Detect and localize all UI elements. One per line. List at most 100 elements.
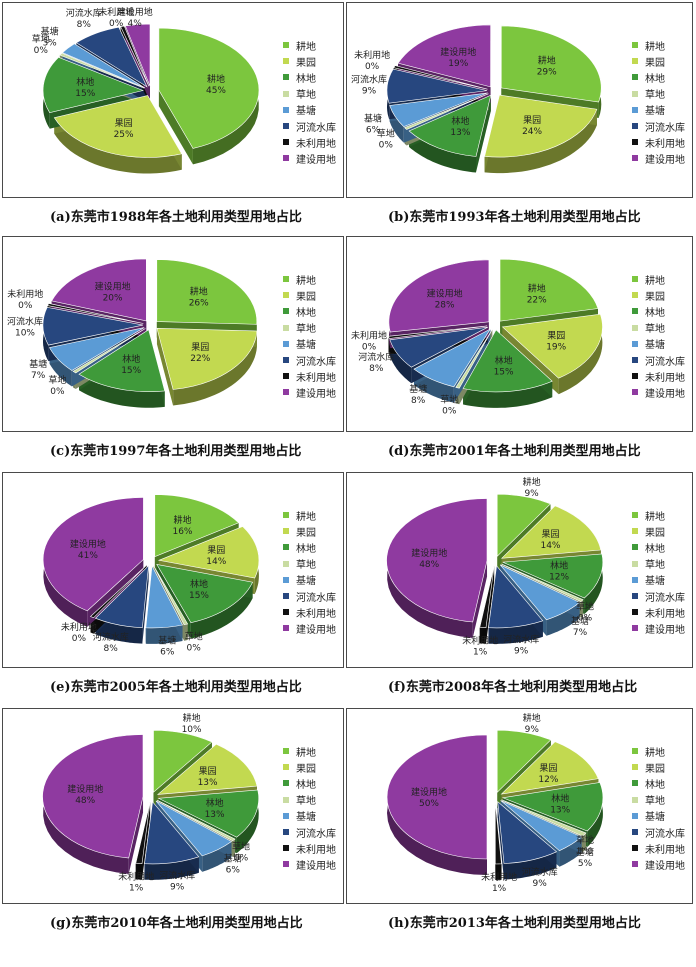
legend-item: 建设用地 xyxy=(283,150,336,166)
legend-item: 草地 xyxy=(283,792,336,808)
slice-value-果园: 14% xyxy=(206,557,226,567)
slice-value-果园: 14% xyxy=(540,541,560,551)
pie-slice-未利用地 xyxy=(120,25,150,87)
legend-item: 未利用地 xyxy=(632,840,685,856)
legend-swatch xyxy=(632,764,638,771)
legend-label: 未利用地 xyxy=(296,844,336,856)
legend-swatch xyxy=(632,829,638,836)
legend-label: 草地 xyxy=(645,560,665,572)
legend-item: 果园 xyxy=(632,523,685,539)
slice-label-林地: 林地 xyxy=(495,355,513,367)
chart-panel-2005: 耕地 16% 果园 14% 林地 15% 草地 0% 基塘 6% 河流水库 8% 未利用地 0% 建设用地 4… xyxy=(2,472,344,668)
slice-label-河流水库: 河流水库 xyxy=(159,869,195,881)
legend-label: 建设用地 xyxy=(645,860,685,872)
chart-panel-1997: 耕地 26% 果园 22% 林地 15% 草地 0% 基塘 7% 河流水库 10% 未利用地 0% 建设用地… xyxy=(2,236,344,432)
slice-label-耕地: 耕地 xyxy=(183,712,201,724)
slice-value-林地: 15% xyxy=(494,368,514,378)
legend-item: 建设用地 xyxy=(632,150,685,166)
legend-swatch xyxy=(283,123,289,130)
legend-swatch xyxy=(283,748,289,755)
legend-label: 基塘 xyxy=(645,812,665,824)
legend-swatch xyxy=(632,139,638,146)
legend-label: 基塘 xyxy=(296,812,316,824)
legend-label: 草地 xyxy=(645,796,665,808)
legend-swatch xyxy=(632,845,638,852)
slice-label-基塘: 基塘 xyxy=(364,112,382,124)
legend-label: 建设用地 xyxy=(645,624,685,636)
slice-label-耕地: 耕地 xyxy=(173,514,191,526)
legend-label: 果园 xyxy=(645,291,665,303)
legend-item: 河流水库 xyxy=(283,588,336,604)
legend-swatch xyxy=(283,106,289,113)
legend-label: 耕地 xyxy=(645,41,665,53)
slice-value-建设用地: 28% xyxy=(435,301,455,311)
pie-chart-2010: 耕地10%果园13%林地13%草地0%基塘6%河流水库9%未利用地1%建设用地4… xyxy=(42,712,259,893)
legend-item: 果园 xyxy=(283,53,336,69)
legend-swatch xyxy=(632,625,638,632)
slice-label-林地: 林地 xyxy=(550,560,568,572)
slice-label-林地: 林地 xyxy=(190,578,208,590)
pie-slice-果园 xyxy=(157,526,260,579)
slice-value-林地: 12% xyxy=(549,573,569,583)
pie-slice-河流水库 xyxy=(144,801,200,865)
legend-label: 果园 xyxy=(296,763,316,775)
slice-value-基塘: 7% xyxy=(31,371,46,381)
pie-chart-1997: 耕地26%果园22%林地15%草地0%基塘7%河流水库10%未利用地0%建设用地… xyxy=(7,258,258,408)
slice-value-基塘: 8% xyxy=(411,396,426,406)
legend-label: 林地 xyxy=(296,543,316,555)
slice-label-林地: 林地 xyxy=(551,792,569,804)
slice-label-基塘: 基塘 xyxy=(158,634,176,646)
legend-swatch xyxy=(632,276,638,283)
slice-label-河流水库: 河流水库 xyxy=(351,74,387,86)
slice-value-耕地: 16% xyxy=(172,527,192,537)
pie-slice-未利用地 xyxy=(393,65,488,90)
legend-label: 基塘 xyxy=(296,340,316,352)
legend-item: 果园 xyxy=(283,759,336,775)
pie-slice-未利用地 xyxy=(47,303,144,324)
pie-slice-草地 xyxy=(72,328,146,374)
slice-value-草地: 0% xyxy=(187,643,202,653)
slice-label-耕地: 耕地 xyxy=(523,476,541,488)
slice-label-基塘: 基塘 xyxy=(571,615,589,627)
slice-label-果园: 果园 xyxy=(191,342,209,353)
legend-item: 耕地 xyxy=(283,271,336,287)
legend-swatch xyxy=(283,308,289,315)
legend-swatch xyxy=(283,58,289,65)
legend-swatch xyxy=(283,139,289,146)
slice-label-果园: 果园 xyxy=(207,545,225,556)
chart-panel-2013: 耕地 9% 果园 12% 林地 13% 草地 1% 基塘 5% 河流水库 9% 未利用地 1% 建设用地 50… xyxy=(346,708,693,904)
legend-label: 河流水库 xyxy=(296,356,336,368)
pie-slice-草地 xyxy=(156,799,236,842)
legend: 耕地 果园 林地 草地 基塘 河流水库 未利用地 建设用地 xyxy=(283,271,336,401)
pie-slice-草地 xyxy=(404,93,489,130)
legend-swatch xyxy=(632,593,638,600)
legend-item: 河流水库 xyxy=(632,588,685,604)
slice-value-河流水库: 9% xyxy=(170,882,185,892)
pie-slice-耕地 xyxy=(500,25,602,103)
pie-slice-耕地 xyxy=(158,27,260,149)
legend-label: 河流水库 xyxy=(296,828,336,840)
legend-swatch xyxy=(283,42,289,49)
legend-item: 河流水库 xyxy=(283,118,336,134)
legend-label: 河流水库 xyxy=(645,592,685,604)
legend-item: 建设用地 xyxy=(632,620,685,636)
slice-label-未利用地: 未利用地 xyxy=(354,49,390,61)
legend-label: 未利用地 xyxy=(296,608,336,620)
legend-item: 林地 xyxy=(283,303,336,319)
pie-slice-建设用地 xyxy=(51,258,147,322)
legend-label: 草地 xyxy=(296,560,316,572)
legend-swatch xyxy=(632,74,638,81)
slice-label-草地: 草地 xyxy=(576,600,594,612)
chart-caption: (b)东莞市1993年各土地利用类型用地占比 xyxy=(388,210,641,225)
pie-slice-草地 xyxy=(59,52,145,89)
chart-caption: (e)东莞市2005年各土地利用类型用地占比 xyxy=(50,680,302,695)
slice-label-草地: 草地 xyxy=(48,374,66,386)
pie-slice-基塘 xyxy=(155,800,233,857)
slice-label-河流水库: 河流水库 xyxy=(503,633,539,645)
slice-label-河流水库: 河流水库 xyxy=(358,351,394,363)
slice-value-果园: 19% xyxy=(546,342,566,352)
slice-label-建设用地: 建设用地 xyxy=(70,538,106,550)
slice-value-果园: 25% xyxy=(114,130,134,140)
pie-slice-林地 xyxy=(501,782,604,832)
legend-item: 果园 xyxy=(283,287,336,303)
